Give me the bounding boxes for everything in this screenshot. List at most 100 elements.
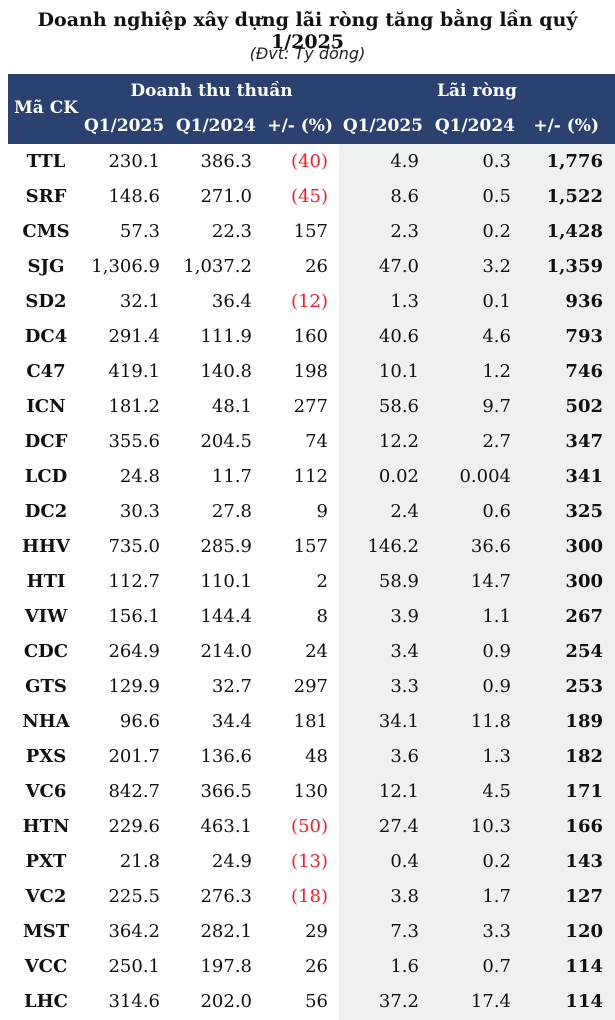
cell-ticker: LHC [24,991,68,1012]
cell-net-profit-change: 120 [565,921,603,942]
cell-ticker: VC2 [25,886,67,907]
cell-revenue-q1-2025: 57.3 [119,221,160,242]
cell-net-profit-change: 341 [565,466,603,487]
cell-ticker: CDC [23,641,69,662]
cell-net-profit-q1-2025: 7.3 [390,921,419,942]
table-row: LHC 314.6 202.0 56 37.2 17.4 114 [8,984,615,1019]
cell-net-profit-q1-2025: 8.6 [390,186,419,207]
cell-net-profit-q1-2024: 1.3 [482,746,511,767]
cell-net-profit-change: 189 [565,711,603,732]
cell-revenue-change: (40) [291,151,328,172]
cell-net-profit-change: 114 [565,991,603,1012]
cell-revenue-change: (45) [291,186,328,207]
cell-revenue-q1-2025: 230.1 [108,151,160,172]
cell-revenue-change: 48 [305,746,328,767]
cell-revenue-q1-2025: 30.3 [119,501,160,522]
table-row: CDC 264.9 214.0 24 3.4 0.9 254 [8,634,615,669]
table-row: C47 419.1 140.8 198 10.1 1.2 746 [8,354,615,389]
cell-ticker: GTS [25,676,67,697]
table-row: DC4 291.4 111.9 160 40.6 4.6 793 [8,319,615,354]
cell-revenue-q1-2024: 24.9 [211,851,252,872]
table-row: VCC 250.1 197.8 26 1.6 0.7 114 [8,949,615,984]
cell-net-profit-q1-2025: 1.3 [390,291,419,312]
cell-revenue-q1-2025: 96.6 [119,711,160,732]
cell-ticker: MST [22,921,70,942]
cell-revenue-change: 181 [293,711,328,732]
cell-net-profit-q1-2024: 1.1 [482,606,511,627]
cell-net-profit-q1-2024: 11.8 [470,711,511,732]
cell-revenue-q1-2025: 229.6 [108,816,160,837]
cell-net-profit-q1-2024: 3.2 [482,256,511,277]
cell-revenue-q1-2025: 201.7 [108,746,160,767]
cell-revenue-change: 26 [305,956,328,977]
cell-revenue-change: 24 [305,641,328,662]
cell-revenue-q1-2025: 314.6 [108,991,160,1012]
table-body: TTL 230.1 386.3 (40) 4.9 0.3 1,776 SRF 148.6 271.… [8,144,615,1019]
cell-revenue-q1-2025: 1,306.9 [91,256,160,277]
cell-net-profit-q1-2024: 0.004 [459,466,511,487]
cell-ticker: C47 [26,361,66,382]
cell-revenue-q1-2025: 148.6 [108,186,160,207]
cell-net-profit-q1-2025: 10.1 [378,361,419,382]
cell-net-profit-q1-2024: 0.1 [482,291,511,312]
cell-net-profit-change: 1,359 [546,256,603,277]
cell-net-profit-q1-2025: 37.2 [378,991,419,1012]
cell-ticker: VC6 [25,781,67,802]
cell-net-profit-q1-2024: 4.5 [482,781,511,802]
cell-net-profit-change: 746 [565,361,603,382]
cell-revenue-q1-2024: 136.6 [200,746,252,767]
header-ticker: Mã CK [13,98,79,118]
cell-revenue-change: 29 [305,921,328,942]
table-row: CMS 57.3 22.3 157 2.3 0.2 1,428 [8,214,615,249]
cell-revenue-q1-2025: 264.9 [108,641,160,662]
unit-note: (Đvt: Tỷ đồng) [249,44,366,63]
cell-net-profit-q1-2025: 2.4 [390,501,419,522]
cell-revenue-q1-2025: 291.4 [108,326,160,347]
cell-net-profit-change: 254 [565,641,603,662]
cell-revenue-change: 157 [293,221,328,242]
cell-revenue-change: 157 [293,536,328,557]
header-np-change: +/- (%) [533,116,599,136]
cell-revenue-q1-2025: 156.1 [108,606,160,627]
cell-net-profit-q1-2024: 10.3 [470,816,511,837]
cell-ticker: SRF [25,186,67,207]
cell-revenue-change: 112 [293,466,328,487]
cell-ticker: CMS [22,221,70,242]
cell-net-profit-q1-2025: 58.6 [378,396,419,417]
table-row: MST 364.2 282.1 29 7.3 3.3 120 [8,914,615,949]
table-row: HTI 112.7 110.1 2 58.9 14.7 300 [8,564,615,599]
cell-revenue-change: 56 [305,991,328,1012]
cell-net-profit-change: 347 [565,431,603,452]
cell-ticker: VCC [24,956,68,977]
cell-revenue-q1-2025: 24.8 [119,466,160,487]
cell-revenue-q1-2025: 355.6 [108,431,160,452]
cell-net-profit-q1-2025: 12.1 [378,781,419,802]
cell-revenue-q1-2024: 111.9 [200,326,252,347]
table-header: Mã CK Doanh thu thuần Lãi ròng Q1/2025 Q… [8,74,615,144]
cell-revenue-q1-2025: 112.7 [108,571,160,592]
cell-net-profit-q1-2025: 2.3 [390,221,419,242]
cell-revenue-q1-2024: 110.1 [200,571,252,592]
cell-revenue-q1-2025: 225.5 [108,886,160,907]
header-np-q1-2024: Q1/2024 [434,116,515,136]
cell-revenue-q1-2025: 419.1 [108,361,160,382]
cell-ticker: DC2 [24,501,68,522]
table-row: LCD 24.8 11.7 112 0.02 0.004 341 [8,459,615,494]
cell-net-profit-q1-2025: 146.2 [367,536,419,557]
cell-net-profit-q1-2024: 36.6 [470,536,511,557]
cell-revenue-q1-2025: 250.1 [108,956,160,977]
table-row: NHA 96.6 34.4 181 34.1 11.8 189 [8,704,615,739]
table-row: VC6 842.7 366.5 130 12.1 4.5 171 [8,774,615,809]
cell-ticker: SD2 [25,291,67,312]
cell-revenue-q1-2024: 276.3 [200,886,252,907]
cell-ticker: HHV [22,536,70,557]
cell-revenue-change: 2 [316,571,328,592]
cell-net-profit-q1-2024: 3.3 [482,921,511,942]
cell-revenue-change: 277 [293,396,328,417]
cell-revenue-q1-2024: 22.3 [211,221,252,242]
cell-net-profit-q1-2024: 4.6 [482,326,511,347]
cell-net-profit-q1-2024: 17.4 [470,991,511,1012]
table-row: PXT 21.8 24.9 (13) 0.4 0.2 143 [8,844,615,879]
cell-net-profit-q1-2025: 58.9 [378,571,419,592]
cell-net-profit-change: 300 [565,536,603,557]
